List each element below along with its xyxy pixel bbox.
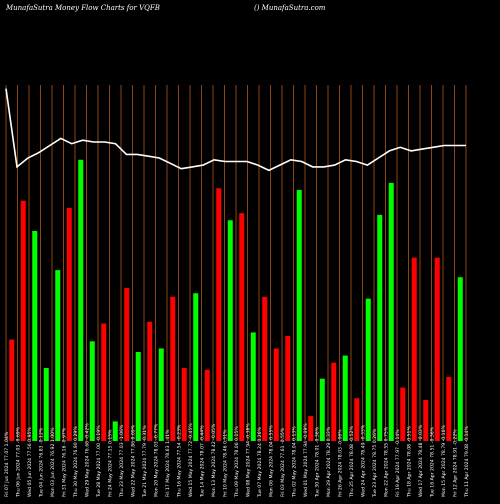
x-tick-label: Fri 24 May 2024 77.15 0.15% xyxy=(108,429,114,497)
x-tick-label: Wed 24 Apr 2024 78.49 -0.33% xyxy=(361,424,367,497)
money-flow-bar xyxy=(89,341,95,441)
x-tick-label: Tue 07 May 2024 78.24 0.26% xyxy=(257,426,263,498)
money-flow-bar xyxy=(296,190,302,441)
x-tick-label: Fri 12 Apr 2024 78.91 -0.22% xyxy=(453,429,459,497)
money-flow-bar xyxy=(158,348,164,441)
money-flow-bar xyxy=(331,362,337,441)
money-flow-bar xyxy=(204,369,210,441)
x-tick-label: Tue 30 Apr 2024 78.01 -0.36% xyxy=(315,426,321,498)
money-flow-bar xyxy=(400,387,406,441)
money-flow-bar xyxy=(388,182,394,441)
x-tick-label: Mon 20 May 2024 78.03 -0.77% xyxy=(154,423,160,497)
x-tick-label: Mon 15 Apr 2024 78.79 -0.16% xyxy=(441,424,447,497)
x-tick-label: Thu 16 May 2024 77.54 -0.23% xyxy=(177,424,183,498)
money-flow-bar xyxy=(446,376,452,441)
money-flow-bar xyxy=(32,230,38,441)
chart-header-right: () MunafaSutra.com xyxy=(254,4,326,12)
x-tick-label: Tue 16 Apr 2024 78.51 -0.36% xyxy=(430,426,436,498)
money-flow-bar xyxy=(262,296,268,441)
x-tick-label: Thu 18 Apr 2024 78.08 -0.51% xyxy=(407,426,413,498)
x-tick-label: Tue 23 Apr 2024 78.75 0.26% xyxy=(372,428,378,498)
money-flow-bar xyxy=(342,355,348,441)
x-tick-label: Wed 05 Jun 2024 77.56 0.95% xyxy=(27,427,33,497)
x-tick-label: Tue 21 May 2024 77.79 -0.31% xyxy=(142,425,148,498)
money-flow-bar xyxy=(43,368,49,441)
money-flow-bar xyxy=(457,277,463,441)
money-flow-bar xyxy=(365,298,371,441)
money-flow-bar xyxy=(308,416,314,441)
money-flow-bar xyxy=(319,378,325,441)
chart-header-left: MunafaSutra Money Flow Charts for VQFB xyxy=(6,4,160,12)
x-tick-label: Wed 08 May 2024 77.94 -0.38% xyxy=(246,423,252,497)
money-flow-bar xyxy=(434,257,440,441)
x-tick-label: Fri 26 Apr 2024 78.03 -0.06% xyxy=(338,429,344,497)
money-flow-bar xyxy=(285,335,291,441)
x-tick-label: Thu 09 May 2024 78.06 0.15% xyxy=(234,426,240,498)
money-flow-bar xyxy=(193,293,199,441)
money-flow-bar xyxy=(411,257,417,441)
money-flow-bar xyxy=(227,220,233,441)
x-tick-label: Wed 22 May 2024 77.86 0.09% xyxy=(131,424,137,497)
x-tick-label: Fri 03 May 2024 77.61 -0.55% xyxy=(280,427,286,497)
x-tick-label: Thu 23 May 2024 77.03 -1.06% xyxy=(119,424,125,498)
x-tick-label: Fri 17 May 2024 78.63 1.41% xyxy=(165,429,171,497)
money-flow-bar xyxy=(170,296,176,441)
money-flow-bar xyxy=(181,368,187,441)
x-tick-label: Wed 29 May 2024 76.68 -0.42% xyxy=(85,423,91,497)
x-tick-label: Fri 19 Apr 2024 77.97 -0.14% xyxy=(395,429,401,497)
money-flow-bar xyxy=(377,214,383,441)
x-tick-label: Mon 29 Apr 2024 78.29 0.33% xyxy=(326,426,332,497)
x-tick-label: Thu 02 May 2024 78.04 0.13% xyxy=(292,426,298,498)
money-flow-bar xyxy=(273,348,279,441)
money-flow-bar xyxy=(147,321,153,441)
money-flow-bar xyxy=(124,287,130,441)
x-tick-label: Tue 28 May 2024 77.00 -0.19% xyxy=(96,425,102,498)
x-tick-label: Wed 17 Apr 2024 78.48 -0.03% xyxy=(418,424,424,497)
money-flow-bar xyxy=(354,398,360,441)
x-tick-label: Mon 06 May 2024 78.04 0.55% xyxy=(269,425,275,497)
price-line xyxy=(5,88,466,172)
x-tick-label: Fri 10 May 2024 78.46 0.51% xyxy=(223,429,229,497)
x-tick-label: Tue 04 Jun 2024 76.83 -0.12% xyxy=(39,427,45,498)
money-flow-bar xyxy=(66,207,72,441)
x-tick-label: Thu 25 Apr 2024 78.08 -0.52% xyxy=(349,426,355,498)
x-tick-label: Mon 22 Apr 2024 78.55 0.75% xyxy=(384,426,390,497)
money-flow-bar xyxy=(20,200,26,441)
money-flow-bar xyxy=(423,400,429,441)
x-tick-label: Mon 13 May 2024 78.42 -0.05% xyxy=(211,423,217,497)
x-tick-label: Wed 15 May 2024 77.72 -0.45% xyxy=(188,423,194,497)
x-tick-label: Thu 30 May 2024 76.90 0.29% xyxy=(73,426,79,498)
money-flow-bar xyxy=(9,339,15,441)
money-flow-bar xyxy=(55,270,61,441)
x-tick-label: Thu 11 Apr 2024 79.08 -0.14% xyxy=(464,426,470,498)
x-tick-label: Mon 03 Jun 2024 76.92 1.00% xyxy=(50,427,56,497)
money-flow-bar xyxy=(216,188,222,441)
money-flow-bar xyxy=(101,323,107,441)
x-tick-label: Thu 06 Jun 2024 77.03 -0.69% xyxy=(16,426,22,498)
money-flow-bar xyxy=(250,332,256,441)
x-tick-label: Wed 01 May 2024 77.94 -0.09% xyxy=(303,423,309,497)
money-flow-bar xyxy=(135,352,141,441)
money-flow-bar xyxy=(239,213,245,441)
x-tick-label: Tue 14 May 2024 78.07 -0.44% xyxy=(200,425,206,498)
x-tick-label: Fri 07 Jun 2024 77.07 1.04% xyxy=(4,431,10,497)
money-flow-bar xyxy=(78,159,84,441)
money-flow-bar xyxy=(112,421,118,441)
x-tick-label: Fri 31 May 2024 76.16 -0.97% xyxy=(62,427,68,497)
